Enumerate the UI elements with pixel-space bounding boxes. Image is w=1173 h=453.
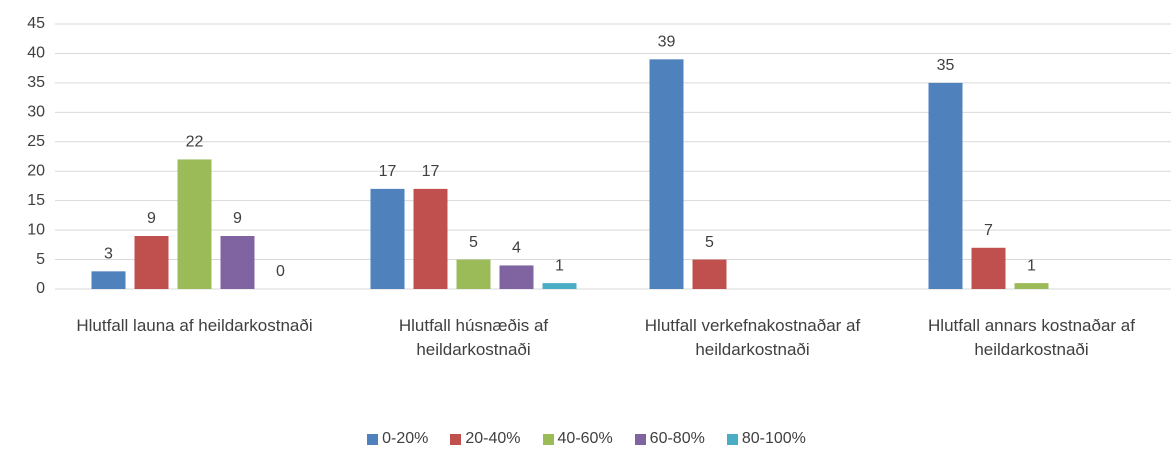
data-label: 17 — [422, 163, 440, 180]
y-tick-label: 10 — [27, 221, 45, 238]
x-tick-label: Hlutfall verkefnakostnaðar af heildarkos… — [644, 316, 861, 359]
data-label: 9 — [147, 210, 156, 227]
bar — [692, 259, 727, 289]
bar — [499, 265, 534, 289]
bar — [220, 236, 255, 289]
y-tick-label: 45 — [27, 15, 45, 32]
data-label: 0 — [276, 263, 285, 280]
bar — [928, 82, 963, 289]
legend-swatch — [542, 433, 554, 445]
data-label: 7 — [984, 222, 993, 239]
legend-item: 60-80% — [634, 430, 705, 448]
data-label: 1 — [1027, 257, 1036, 274]
x-tick-label: Hlutfall launa af heildarkostnaði — [76, 316, 313, 335]
data-label: 39 — [658, 34, 676, 51]
bar — [91, 271, 126, 289]
y-tick-label: 30 — [27, 104, 45, 121]
x-tick-label: Hlutfall húsnæðis af heildarkostnaði — [398, 316, 549, 359]
y-tick-label: 0 — [36, 280, 45, 297]
bar — [456, 259, 491, 289]
legend-swatch — [450, 433, 462, 445]
y-tick-label: 40 — [27, 45, 45, 62]
data-label: 22 — [186, 134, 204, 151]
data-label: 4 — [512, 240, 521, 257]
legend-label: 0-20% — [382, 430, 429, 447]
bar — [177, 159, 212, 289]
data-label: 17 — [379, 163, 397, 180]
x-tick-label: Hlutfall annars kostnaðar af heildarkost… — [928, 316, 1135, 359]
legend-swatch — [634, 433, 646, 445]
y-tick-label: 15 — [27, 192, 45, 209]
legend-label: 60-80% — [649, 430, 705, 447]
legend-label: 80-100% — [741, 430, 806, 447]
bar — [542, 283, 577, 289]
legend-item: 0-20% — [367, 430, 428, 448]
y-tick-label: 20 — [27, 162, 45, 179]
legend-item: 20-40% — [450, 430, 521, 448]
legend-item: 40-60% — [542, 430, 613, 448]
bar — [971, 247, 1006, 289]
legend-label: 40-60% — [557, 430, 613, 447]
legend: 0-20% 20-40% 40-60% 60-80% 80-100% — [0, 430, 1173, 448]
y-tick-label: 25 — [27, 133, 45, 150]
data-label: 3 — [104, 246, 113, 263]
bar — [134, 236, 169, 289]
bar — [649, 59, 684, 290]
bar — [1014, 283, 1049, 289]
data-label: 9 — [233, 210, 242, 227]
bar — [370, 188, 405, 289]
y-tick-label: 5 — [36, 251, 45, 268]
data-label: 1 — [555, 257, 564, 274]
legend-item: 80-100% — [726, 430, 806, 448]
y-tick-label: 35 — [27, 74, 45, 91]
legend-swatch — [367, 433, 379, 445]
legend-label: 20-40% — [465, 430, 521, 447]
data-label: 35 — [937, 57, 955, 74]
legend-swatch — [726, 433, 738, 445]
bar — [413, 188, 448, 289]
data-label: 5 — [705, 234, 714, 251]
data-label: 5 — [469, 234, 478, 251]
